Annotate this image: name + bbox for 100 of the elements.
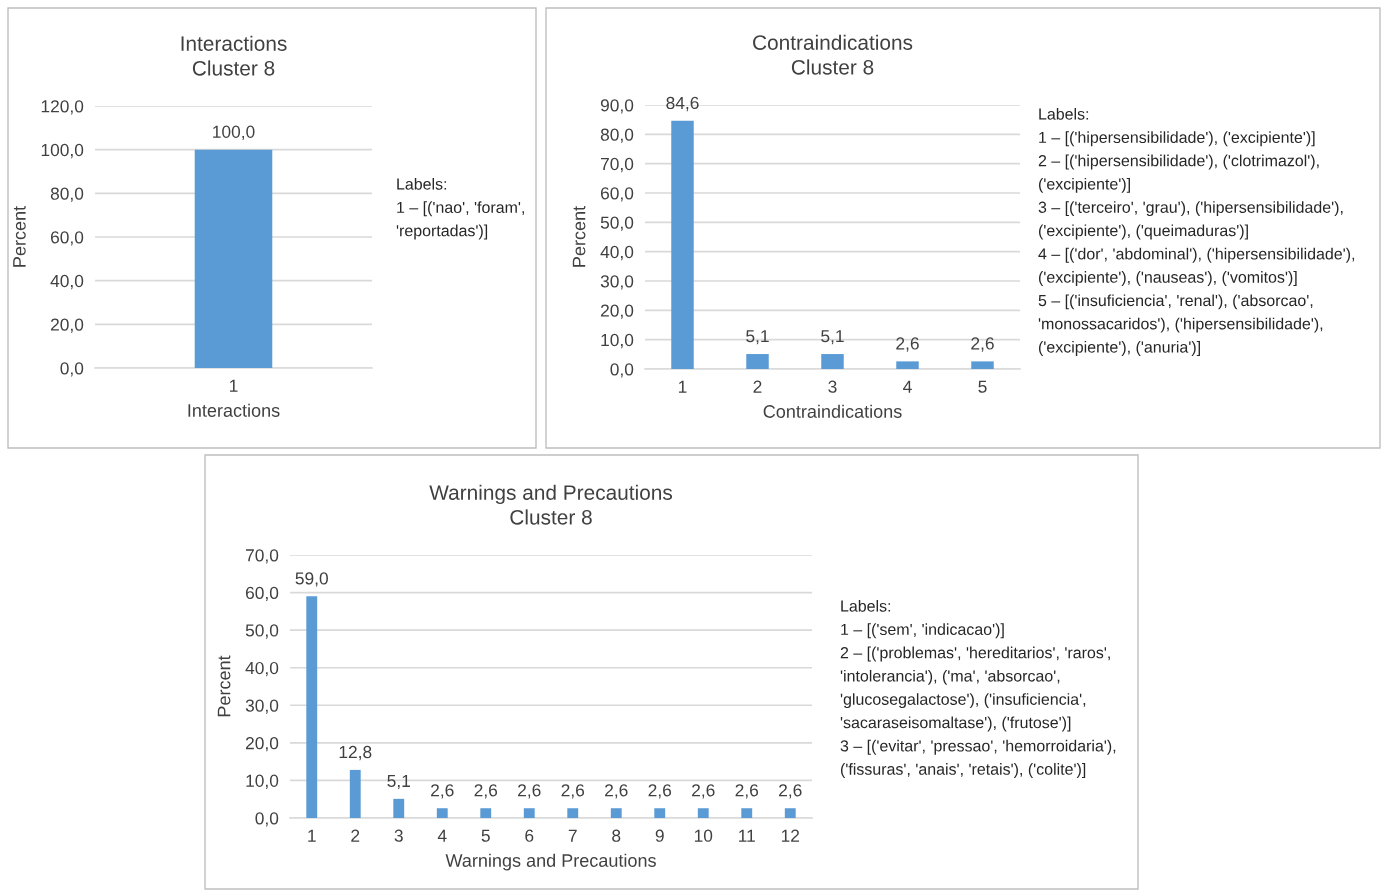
- y-tick-label: 120,0: [41, 100, 84, 115]
- x-tick-label: 2: [753, 380, 762, 393]
- bar: [610, 808, 622, 818]
- text: 'sacaraseisomaltase'), ('frutose')]: [840, 716, 1071, 732]
- data-label: 2,6: [648, 784, 672, 799]
- data-label: 2,6: [896, 337, 919, 352]
- y-tick-label: 10,0: [601, 333, 634, 349]
- y-tick-label: 10,0: [246, 774, 279, 789]
- x-tick-label: 1: [308, 829, 316, 842]
- text: 2 – [('problemas', 'hereditarios', 'raros',: [840, 646, 1110, 662]
- y-tick-label: 40,0: [245, 661, 279, 677]
- x-tick-label: 7: [568, 829, 577, 842]
- x-tick-label: 5: [481, 829, 490, 842]
- y-tick-label: 60,0: [50, 231, 84, 246]
- data-label: 100,0: [213, 125, 255, 140]
- y-tick-label: 0,0: [610, 363, 634, 378]
- data-label: 84,6: [666, 96, 699, 112]
- text: Labels:: [1039, 108, 1089, 120]
- x-tick-label: 5: [978, 380, 987, 393]
- y-tick-label: 80,0: [600, 128, 634, 143]
- y-tick-label: 50,0: [245, 624, 279, 639]
- x-tick-label: 4: [437, 829, 447, 842]
- y-tick-label: 0,0: [255, 812, 279, 827]
- data-label: 2,6: [605, 784, 628, 799]
- y-tick-label: 70,0: [600, 157, 634, 173]
- y-tick-label: 20,0: [245, 737, 279, 752]
- bar: [697, 808, 709, 818]
- text: 3 – [('terceiro', 'grau'), ('hipersensibilidade'),: [1038, 201, 1343, 217]
- x-tick-label: 2: [351, 829, 360, 842]
- y-tick-label: 60,0: [245, 586, 279, 602]
- data-label: 2,6: [561, 784, 585, 799]
- bar: [821, 354, 844, 369]
- x-tick-label: 6: [525, 829, 534, 842]
- x-axis-title: Warnings and Precautions: [445, 853, 656, 871]
- text: 1 – [('hipersensibilidade'), ('excipiente')]: [1039, 131, 1315, 147]
- y-tick-label: 60,0: [600, 187, 634, 202]
- y-tick-label: 50,0: [600, 216, 634, 231]
- bar: [971, 361, 994, 369]
- data-label: 2,6: [518, 784, 541, 799]
- chart-title: Contraindications Cluster 8: [753, 34, 913, 75]
- data-label: 12,8: [339, 745, 372, 761]
- x-tick-label: 3: [828, 380, 837, 393]
- text: ('fissuras', 'anais', 'retais'), ('colite')]: [840, 763, 1086, 778]
- x-axis-title: Interactions: [188, 403, 280, 417]
- text: 1 – [('nao', 'foram',: [397, 201, 524, 217]
- x-tick-label: 12: [781, 829, 800, 842]
- chart-title: Warnings and Precautions Cluster 8: [429, 484, 673, 525]
- bar: [436, 808, 448, 818]
- x-tick-label: 1: [679, 380, 687, 393]
- y-tick-label: 30,0: [245, 699, 279, 714]
- x-tick-label: 3: [394, 829, 403, 842]
- text: 1 – [('sem', 'indicacao')]: [841, 623, 1004, 639]
- data-label: 2,6: [474, 784, 498, 799]
- text: ('excipiente'), ('nauseas'), ('vomitos')]: [1038, 271, 1297, 286]
- bar: [393, 798, 405, 818]
- text: 'intolerancia'), ('ma', 'absorcao',: [840, 669, 1060, 685]
- data-label: 2,6: [735, 784, 759, 799]
- bar: [896, 361, 919, 369]
- x-tick-label: 11: [739, 829, 755, 842]
- bar: [741, 808, 753, 818]
- text: 'glucosegalactose'), ('insuficiencia',: [840, 693, 1086, 709]
- text: 2 – [('hipersensibilidade'), ('clotrimazol'),: [1038, 154, 1319, 170]
- bar: [567, 808, 579, 818]
- data-label: 2,6: [971, 337, 994, 352]
- bar: [671, 120, 694, 369]
- data-label: 5,1: [821, 330, 844, 345]
- data-label: 2,6: [692, 784, 715, 799]
- text: 5 – [('insuficiencia', 'renal'), ('absorcao',: [1038, 294, 1313, 310]
- y-axis-title: Percent: [13, 206, 26, 267]
- y-tick-label: 70,0: [245, 549, 279, 564]
- text: 4 – [('dor', 'abdominal'), ('hipersensibilidade'),: [1038, 247, 1355, 263]
- text: ('excipiente'), ('queimaduras')]: [1038, 224, 1248, 240]
- bar: [784, 808, 796, 818]
- text: 'reportadas')]: [396, 224, 488, 240]
- text: Labels:: [841, 600, 891, 612]
- text: Labels:: [397, 178, 447, 190]
- y-tick-label: 20,0: [50, 318, 84, 333]
- y-axis-title: Percent: [217, 655, 231, 717]
- text: 'monossacaridos'), ('hipersensibilidade'),: [1038, 317, 1323, 333]
- bar: [480, 808, 492, 818]
- text: ('excipiente'), ('anuria')]: [1038, 341, 1200, 356]
- bar: [523, 808, 535, 818]
- x-tick-label: 10: [694, 829, 713, 842]
- y-tick-label: 40,0: [50, 274, 84, 290]
- data-label: 5,1: [746, 330, 769, 345]
- x-tick-label: 8: [612, 829, 621, 842]
- data-label: 59,0: [295, 572, 328, 587]
- data-label: 2,6: [779, 784, 802, 799]
- data-label: 5,1: [387, 774, 410, 790]
- y-tick-label: 80,0: [50, 187, 84, 202]
- x-tick-label: 9: [655, 829, 664, 842]
- bar: [306, 596, 318, 818]
- chart-title: Interactions Cluster 8: [181, 35, 287, 76]
- text: 3 – [('evitar', 'pressao', 'hemorroidaria'),: [840, 739, 1116, 755]
- x-tick-label: 1: [230, 379, 238, 392]
- y-tick-label: 0,0: [60, 362, 84, 377]
- y-tick-label: 20,0: [600, 304, 634, 319]
- text: ('excipiente')]: [1038, 177, 1130, 193]
- x-tick-label: 4: [903, 380, 912, 393]
- bar: [746, 354, 769, 369]
